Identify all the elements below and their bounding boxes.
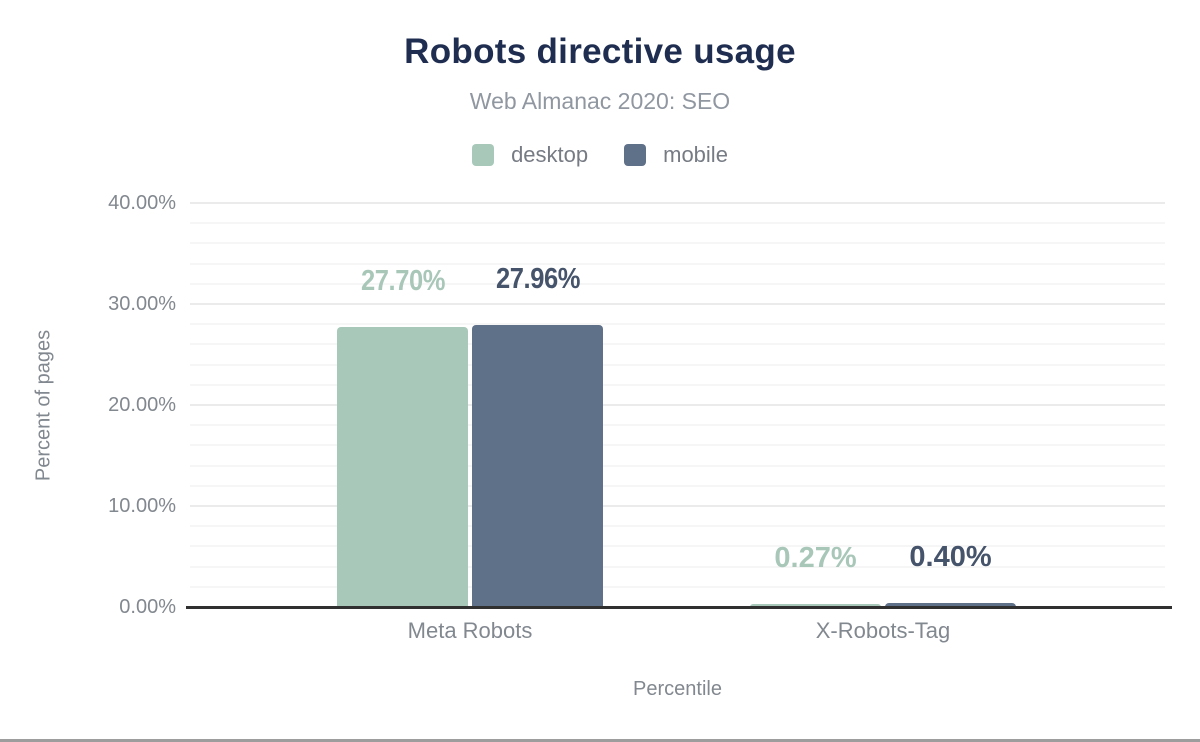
plot-area xyxy=(190,202,1165,607)
legend-label-mobile: mobile xyxy=(663,142,728,167)
value-label-mobile: 27.96% xyxy=(495,262,580,295)
chart-title: Robots directive usage xyxy=(404,32,796,71)
major-gridline xyxy=(190,303,1165,305)
minor-gridline xyxy=(190,545,1165,548)
bar-mobile-x-robots-tag xyxy=(885,602,1017,607)
bottom-divider xyxy=(0,739,1200,742)
bar-mobile-meta-robots xyxy=(472,324,604,607)
y-tick-label: 0.00% xyxy=(119,596,176,618)
minor-gridline xyxy=(190,444,1165,447)
minor-gridline xyxy=(190,323,1165,326)
major-gridline xyxy=(190,202,1165,204)
minor-gridline xyxy=(190,464,1165,467)
value-label-desktop: 0.27% xyxy=(774,542,857,575)
x-axis-title: Percentile xyxy=(633,678,722,700)
y-tick-label: 20.00% xyxy=(108,394,176,416)
legend-item-mobile: mobile xyxy=(624,142,728,168)
minor-gridline xyxy=(190,242,1165,245)
minor-gridline xyxy=(190,262,1165,265)
legend-label-desktop: desktop xyxy=(511,142,589,167)
bar-desktop-x-robots-tag xyxy=(750,604,882,607)
y-axis-title: Percent of pages xyxy=(32,329,55,482)
minor-gridline xyxy=(190,363,1165,366)
major-gridline xyxy=(190,404,1165,406)
minor-gridline xyxy=(190,424,1165,427)
x-axis-baseline xyxy=(186,606,1172,609)
value-label-desktop: 27.70% xyxy=(360,265,445,298)
y-tick-label: 40.00% xyxy=(108,192,176,214)
minor-gridline xyxy=(190,222,1165,225)
minor-gridline xyxy=(190,383,1165,386)
bar-desktop-meta-robots xyxy=(337,327,469,607)
chart-legend: desktop mobile xyxy=(0,142,1200,168)
minor-gridline xyxy=(190,525,1165,528)
minor-gridline xyxy=(190,484,1165,487)
major-gridline xyxy=(190,505,1165,507)
y-tick-label: 10.00% xyxy=(108,495,176,517)
x-category-label: Meta Robots xyxy=(407,618,533,643)
legend-item-desktop: desktop xyxy=(472,142,588,168)
x-category-label: X-Robots-Tag xyxy=(815,618,951,643)
minor-gridline xyxy=(190,343,1165,346)
value-label-mobile: 0.40% xyxy=(909,540,992,573)
chart-subtitle: Web Almanac 2020: SEO xyxy=(469,88,731,114)
desktop-swatch-icon xyxy=(472,144,495,166)
y-tick-label: 30.00% xyxy=(108,293,176,315)
minor-gridline xyxy=(190,565,1165,568)
mobile-swatch-icon xyxy=(624,144,647,166)
minor-gridline xyxy=(190,282,1165,285)
minor-gridline xyxy=(190,585,1165,588)
